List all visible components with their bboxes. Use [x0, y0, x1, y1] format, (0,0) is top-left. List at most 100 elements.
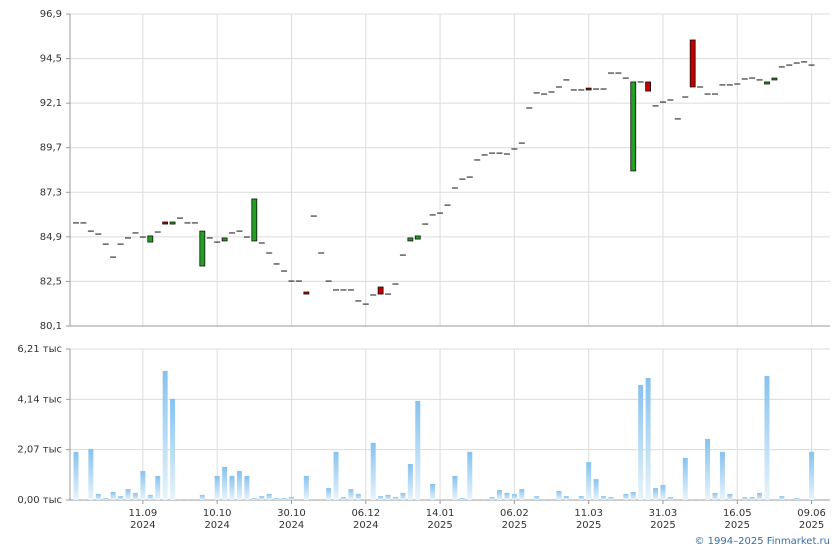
volume-bar: [355, 493, 361, 500]
volume-bar: [734, 499, 740, 500]
volume-bar: [801, 499, 807, 500]
x-tick-label: 2025: [576, 520, 601, 531]
volume-bar: [608, 497, 614, 500]
volume-bar: [638, 384, 644, 500]
x-tick-label: 16.05: [723, 508, 752, 519]
volume-bar: [214, 475, 220, 500]
x-tick-label: 14.01: [426, 508, 455, 519]
volume-bar: [170, 398, 176, 500]
x-tick-label: 10.10: [203, 508, 232, 519]
candle: [630, 81, 637, 172]
volume-bar: [348, 489, 354, 500]
volume-bar: [303, 475, 309, 500]
y-tick-label: 92,1: [40, 98, 62, 109]
volume-bar: [511, 493, 517, 500]
volume-bar: [370, 442, 376, 500]
x-tick-label: 2025: [725, 520, 750, 531]
x-tick-label: 06.12: [351, 508, 380, 519]
y-tick-label: 89,7: [40, 143, 62, 154]
candle: [199, 230, 206, 267]
volume-bar: [132, 492, 138, 500]
volume-bar: [266, 493, 272, 500]
y-tick-label: 84,9: [40, 232, 62, 243]
volume-bar: [259, 496, 265, 500]
volume-bar: [593, 479, 599, 500]
volume-bar: [445, 499, 450, 500]
candle: [764, 81, 770, 85]
volume-bar: [549, 499, 555, 500]
volume-bar: [274, 498, 280, 500]
x-tick-label: 2025: [427, 520, 452, 531]
candle: [377, 286, 384, 295]
volume-bar: [697, 499, 703, 500]
volume-bar: [415, 401, 421, 500]
volume-bar: [727, 493, 733, 500]
volume-bar: [563, 496, 569, 500]
volume-bar: [333, 451, 339, 500]
volume-bar: [630, 491, 636, 500]
candle: [689, 39, 696, 88]
volume-bar: [534, 496, 540, 500]
volume-bar: [392, 497, 398, 500]
x-tick-label: 2025: [650, 520, 675, 531]
volume-bar: [407, 464, 413, 500]
volume-bar: [296, 499, 302, 500]
y-tick-label: 96,9: [40, 9, 62, 20]
volume-bar: [199, 494, 205, 500]
x-tick-label: 11.09: [129, 508, 158, 519]
volume-bar: [184, 499, 190, 500]
candle: [147, 235, 154, 243]
volume-bar: [556, 491, 562, 500]
volume-bar: [719, 451, 725, 500]
candle: [303, 291, 310, 295]
volume-bar: [207, 499, 213, 500]
candle: [251, 198, 258, 242]
volume-bar: [422, 499, 428, 500]
volume-bar: [519, 489, 525, 500]
volume-bar: [288, 497, 294, 500]
y-tick-label: 6,21 тыс: [17, 344, 62, 355]
volume-bar: [504, 492, 510, 500]
candle: [221, 237, 228, 242]
volume-bar: [95, 493, 101, 500]
x-tick-label: 2025: [799, 520, 824, 531]
candle: [585, 87, 592, 91]
volume-bar: [125, 489, 131, 500]
volume-bar: [452, 475, 458, 500]
volume-bar: [251, 498, 257, 500]
x-tick-label: 2025: [502, 520, 527, 531]
volume-bar: [586, 462, 592, 500]
plot-area: [70, 14, 830, 326]
volume-bar: [526, 499, 532, 500]
volume-bar: [601, 496, 607, 500]
volume-bar: [474, 499, 480, 500]
volume-bar: [578, 496, 584, 500]
x-tick-label: 06.02: [500, 508, 529, 519]
candle: [162, 221, 169, 225]
x-tick-label: 11.03: [574, 508, 603, 519]
volume-bar: [192, 499, 198, 500]
source-link[interactable]: © 1994–2025 Finmarket.ru: [694, 536, 830, 547]
volume-bar: [809, 451, 815, 500]
volume-bar: [73, 451, 79, 500]
volume-bar: [467, 451, 473, 500]
volume-bar: [675, 499, 681, 500]
volume-bar: [690, 499, 696, 500]
volume-bar: [771, 499, 777, 500]
volume-bar: [705, 438, 711, 500]
volume-bar: [244, 475, 250, 500]
volume-bar: [80, 499, 86, 500]
volume-bar: [571, 499, 577, 500]
x-tick-label: 2024: [130, 520, 155, 531]
volume-bar: [653, 488, 659, 500]
volume-bar: [645, 377, 651, 500]
volume-bar: [378, 496, 384, 500]
volume-bar: [794, 498, 800, 500]
volume-bar: [311, 499, 317, 500]
volume-bar: [742, 497, 748, 500]
y-tick-label: 4,14 тыс: [17, 394, 62, 405]
volume-bar: [497, 490, 503, 500]
volume-bar: [667, 497, 673, 500]
candle: [771, 77, 778, 81]
